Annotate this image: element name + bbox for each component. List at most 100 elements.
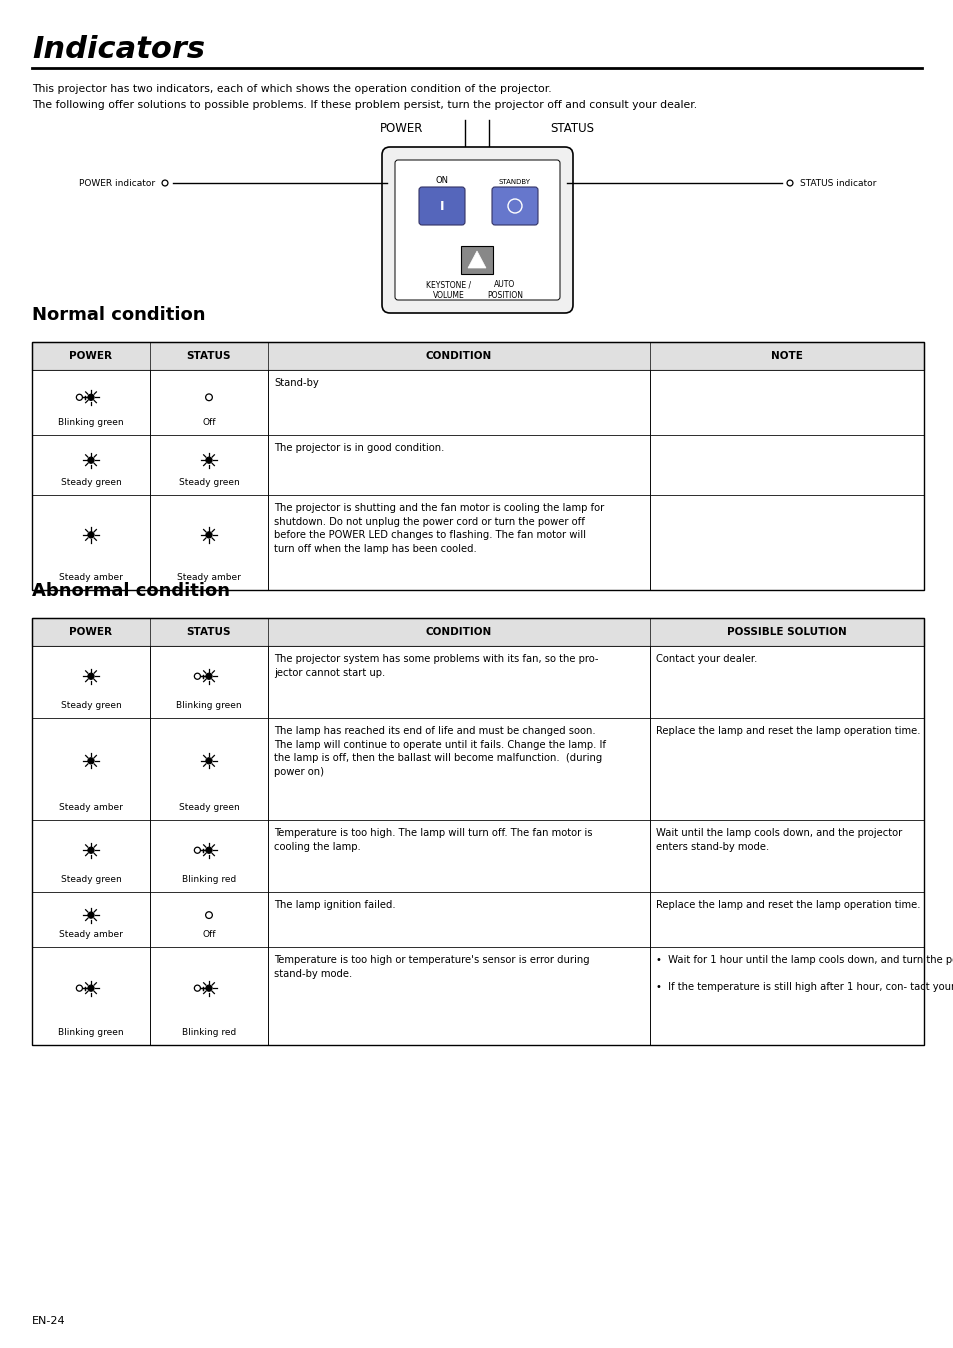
- Circle shape: [206, 985, 212, 991]
- FancyBboxPatch shape: [381, 147, 573, 313]
- Circle shape: [206, 911, 213, 918]
- Text: Contact your dealer.: Contact your dealer.: [656, 654, 757, 665]
- Text: Temperature is too high or temperature's sensor is error during
stand-by mode.: Temperature is too high or temperature's…: [274, 954, 589, 979]
- Circle shape: [88, 758, 94, 764]
- FancyBboxPatch shape: [32, 617, 923, 646]
- Text: STANDBY: STANDBY: [498, 179, 531, 185]
- Circle shape: [76, 394, 82, 400]
- Text: POWER: POWER: [70, 627, 112, 638]
- FancyBboxPatch shape: [150, 718, 268, 820]
- Text: Blinking red: Blinking red: [182, 1029, 236, 1037]
- Circle shape: [206, 847, 212, 853]
- FancyBboxPatch shape: [649, 948, 923, 1045]
- Text: EN-24: EN-24: [32, 1316, 66, 1326]
- Text: ON: ON: [435, 177, 448, 185]
- Text: Normal condition: Normal condition: [32, 306, 205, 324]
- FancyBboxPatch shape: [649, 435, 923, 495]
- Text: Steady amber: Steady amber: [177, 573, 241, 582]
- Circle shape: [88, 532, 94, 538]
- Text: Off: Off: [202, 930, 215, 940]
- Text: KEYSTONE /
VOLUME: KEYSTONE / VOLUME: [426, 280, 471, 301]
- Circle shape: [88, 847, 94, 853]
- Circle shape: [194, 847, 200, 853]
- Text: I: I: [439, 200, 444, 213]
- Text: The projector is shutting and the fan motor is cooling the lamp for
shutdown. Do: The projector is shutting and the fan mo…: [274, 503, 603, 554]
- FancyBboxPatch shape: [268, 369, 649, 435]
- Text: Replace the lamp and reset the lamp operation time.: Replace the lamp and reset the lamp oper…: [656, 727, 920, 736]
- Text: STATUS indicator: STATUS indicator: [800, 178, 876, 187]
- Text: Temperature is too high. The lamp will turn off. The fan motor is
cooling the la: Temperature is too high. The lamp will t…: [274, 828, 592, 852]
- FancyBboxPatch shape: [32, 718, 150, 820]
- Text: Steady green: Steady green: [61, 875, 121, 884]
- Text: The following offer solutions to possible problems. If these problem persist, tu: The following offer solutions to possibl…: [32, 100, 697, 111]
- FancyBboxPatch shape: [418, 187, 464, 225]
- Text: AUTO
POSITION: AUTO POSITION: [486, 280, 522, 301]
- FancyBboxPatch shape: [32, 646, 150, 718]
- FancyBboxPatch shape: [395, 160, 559, 301]
- FancyBboxPatch shape: [150, 948, 268, 1045]
- FancyBboxPatch shape: [32, 435, 150, 495]
- Circle shape: [206, 673, 212, 679]
- Polygon shape: [468, 251, 485, 268]
- Circle shape: [206, 532, 212, 538]
- Circle shape: [786, 181, 792, 186]
- FancyBboxPatch shape: [649, 646, 923, 718]
- FancyBboxPatch shape: [649, 369, 923, 435]
- Text: The projector system has some problems with its fan, so the pro-
jector cannot s: The projector system has some problems w…: [274, 654, 598, 678]
- Text: Blinking green: Blinking green: [58, 418, 124, 427]
- FancyBboxPatch shape: [150, 820, 268, 892]
- Circle shape: [194, 985, 200, 991]
- Circle shape: [194, 673, 200, 679]
- FancyBboxPatch shape: [150, 892, 268, 948]
- Circle shape: [88, 457, 94, 464]
- Text: The lamp ignition failed.: The lamp ignition failed.: [274, 900, 395, 910]
- FancyBboxPatch shape: [492, 187, 537, 225]
- Text: The lamp has reached its end of life and must be changed soon.
The lamp will con: The lamp has reached its end of life and…: [274, 727, 605, 776]
- FancyBboxPatch shape: [32, 892, 150, 948]
- Text: Blinking green: Blinking green: [176, 701, 241, 710]
- Text: Steady green: Steady green: [178, 803, 239, 811]
- Text: STATUS: STATUS: [550, 123, 594, 135]
- FancyBboxPatch shape: [268, 948, 649, 1045]
- FancyBboxPatch shape: [649, 718, 923, 820]
- Text: Steady green: Steady green: [61, 701, 121, 710]
- Text: Indicators: Indicators: [32, 35, 205, 63]
- Text: POSSIBLE SOLUTION: POSSIBLE SOLUTION: [726, 627, 846, 638]
- FancyBboxPatch shape: [268, 435, 649, 495]
- FancyBboxPatch shape: [649, 892, 923, 948]
- Text: POWER: POWER: [380, 123, 423, 135]
- Text: NOTE: NOTE: [770, 350, 802, 361]
- FancyBboxPatch shape: [150, 435, 268, 495]
- FancyBboxPatch shape: [268, 718, 649, 820]
- Circle shape: [206, 394, 213, 400]
- Circle shape: [206, 758, 212, 764]
- FancyBboxPatch shape: [268, 495, 649, 590]
- Text: Blinking red: Blinking red: [182, 875, 236, 884]
- Text: Replace the lamp and reset the lamp operation time.: Replace the lamp and reset the lamp oper…: [656, 900, 920, 910]
- FancyBboxPatch shape: [32, 820, 150, 892]
- Circle shape: [88, 913, 94, 918]
- FancyBboxPatch shape: [649, 820, 923, 892]
- Text: •  If the temperature is still high after 1 hour, con- tact your dealer.: • If the temperature is still high after…: [656, 981, 953, 992]
- FancyBboxPatch shape: [268, 646, 649, 718]
- Text: This projector has two indicators, each of which shows the operation condition o: This projector has two indicators, each …: [32, 84, 551, 94]
- FancyBboxPatch shape: [150, 495, 268, 590]
- Text: POWER indicator: POWER indicator: [79, 178, 154, 187]
- Text: Steady amber: Steady amber: [59, 930, 123, 940]
- Text: Steady amber: Steady amber: [59, 803, 123, 811]
- Circle shape: [76, 985, 82, 991]
- Text: •  Wait for 1 hour until the lamp cools down, and turn the power back on.: • Wait for 1 hour until the lamp cools d…: [656, 954, 953, 965]
- Text: Abnormal condition: Abnormal condition: [32, 582, 230, 600]
- Circle shape: [206, 457, 212, 464]
- FancyBboxPatch shape: [150, 369, 268, 435]
- FancyBboxPatch shape: [32, 342, 923, 369]
- Text: Steady green: Steady green: [178, 479, 239, 487]
- Circle shape: [507, 200, 521, 213]
- FancyBboxPatch shape: [268, 892, 649, 948]
- Text: CONDITION: CONDITION: [425, 627, 492, 638]
- Text: POWER: POWER: [70, 350, 112, 361]
- Text: Off: Off: [202, 418, 215, 427]
- Text: CONDITION: CONDITION: [425, 350, 492, 361]
- Circle shape: [88, 394, 94, 400]
- Text: Blinking green: Blinking green: [58, 1029, 124, 1037]
